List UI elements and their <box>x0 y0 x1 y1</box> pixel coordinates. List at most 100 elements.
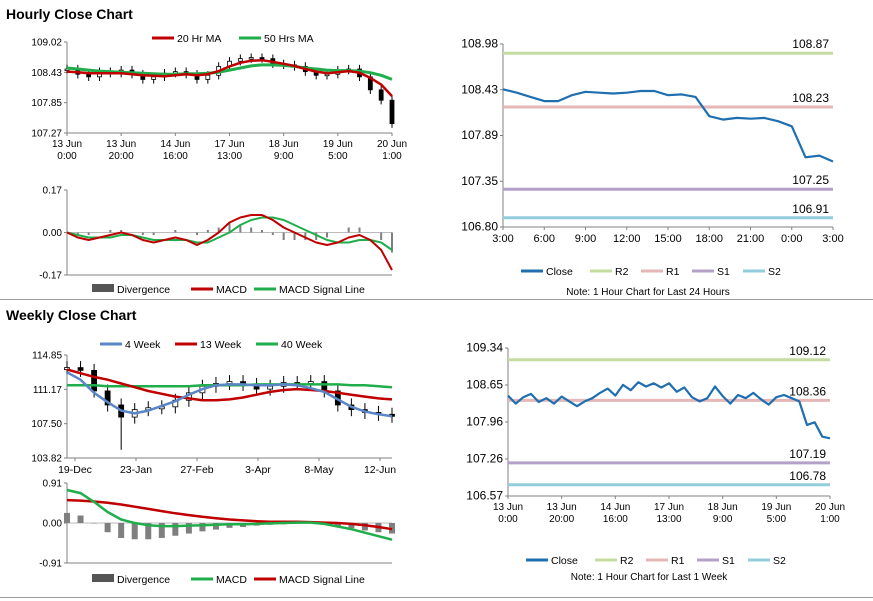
weekly-levels-x-tick-label: 18 Jun <box>708 502 738 513</box>
weekly-price-x-tick-label: 27-Feb <box>180 464 213 476</box>
hourly-levels-r1-label: 108.23 <box>792 91 829 105</box>
weekly-macd-divergence-bar <box>212 523 219 530</box>
weekly-price-y-tick-label: 103.82 <box>31 454 62 465</box>
weekly-price-y-tick-label: 107.50 <box>31 419 62 430</box>
weekly-levels-y-tick-label: 107.96 <box>466 415 503 429</box>
hourly-macd-y-tick-label: -0.17 <box>39 271 62 282</box>
hourly-levels-legend-label: R2 <box>615 266 629 278</box>
weekly-price-y-tick-label: 111.17 <box>33 385 63 396</box>
weekly-price-x-tick-label: 12-Jun <box>364 464 396 476</box>
hourly-levels-x-tick-label: 3:00 <box>492 233 513 245</box>
hourly-levels-x-tick-label: 6:00 <box>534 233 555 245</box>
hourly-price-20hr-ma-line <box>66 58 393 97</box>
hourly-levels-x-tick-label: 21:00 <box>737 233 765 245</box>
weekly-macd-signal-line <box>66 498 393 531</box>
hourly-macd-divergence-bar <box>391 232 393 253</box>
hourly-price-x-tick-label: 0:00 <box>57 151 77 162</box>
weekly-levels-x-tick-label: 20:00 <box>549 514 574 525</box>
weekly-levels-x-tick-label: 9:00 <box>713 514 733 525</box>
hourly-macd-divergence-bar <box>358 227 361 233</box>
hourly-macd-divergence-bar <box>239 225 242 233</box>
hourly-levels-y-tick-label: 108.98 <box>461 37 498 51</box>
weekly-levels-legend-label: S1 <box>722 555 735 567</box>
hourly-levels-close-line <box>502 88 834 163</box>
hourly-macd-divergence-bar <box>120 230 123 233</box>
weekly-macd-divergence-bar <box>104 523 111 533</box>
hourly-price-x-tick-label: 19 Jun <box>323 139 353 150</box>
hourly-price-x-tick-label: 1:00 <box>382 151 402 162</box>
weekly-levels-legend-label: R2 <box>620 555 634 567</box>
weekly-price-candle-body <box>104 390 111 406</box>
weekly-price-y-tick-label: 114.85 <box>32 351 62 362</box>
hourly-macd-divergence-bar <box>380 232 383 240</box>
hourly-levels-legend-label: S2 <box>768 266 781 278</box>
weekly-price-4week-line <box>66 371 393 418</box>
weekly-price-legend-label: 13 Week <box>200 339 242 351</box>
weekly-price-x-tick-label: 19-Dec <box>58 464 92 476</box>
hourly-price-x-tick-label: 14 Jun <box>160 139 190 150</box>
hourly-price-candle-body <box>151 76 157 80</box>
weekly-price-legend-label: 40 Week <box>281 339 323 351</box>
hourly-section-title: Hourly Close Chart <box>6 6 133 22</box>
hourly-macd-divergence-bar <box>76 232 79 235</box>
hourly-macd-divergence-bar <box>228 222 231 233</box>
weekly-price-candle-body <box>91 370 97 392</box>
hourly-price-x-tick-label: 9:00 <box>274 151 294 162</box>
hourly-macd-macd-line <box>66 214 393 271</box>
hourly-price-candle-body <box>237 58 243 62</box>
weekly-macd-legend-label: MACD Signal Line <box>279 574 365 586</box>
weekly-macd-divergence-bar <box>185 523 192 534</box>
weekly-levels-legend-label: Close <box>551 555 578 567</box>
hourly-price-legend-label: 20 Hr MA <box>177 33 221 45</box>
weekly-macd-divergence-bar <box>348 523 355 529</box>
hourly-macd-divergence-bar <box>250 227 253 233</box>
hourly-macd-divergence-bar <box>196 232 198 235</box>
hourly-levels-x-tick-label: 15:00 <box>654 233 682 245</box>
hourly-levels-note: Note: 1 Hour Chart for Last 24 Hours <box>566 287 729 298</box>
hourly-macd-divergence-bar <box>271 232 274 235</box>
hourly-macd-divergence-bar <box>304 232 307 240</box>
section-divider-middle <box>0 299 873 300</box>
weekly-price-x-tick-label: 23-Jan <box>120 464 152 476</box>
hourly-price-candle-body <box>248 57 254 60</box>
weekly-macd-y-tick-label: -0.91 <box>39 559 62 570</box>
hourly-levels-legend-label: Close <box>546 266 573 278</box>
hourly-levels-x-tick-label: 18:00 <box>695 233 723 245</box>
weekly-levels-y-tick-label: 108.65 <box>466 378 503 392</box>
hourly-macd-legend-swatch <box>92 284 114 292</box>
hourly-price-x-tick-label: 16:00 <box>163 151 188 162</box>
weekly-levels-x-tick-label: 13:00 <box>656 514 681 525</box>
weekly-macd-macd-line <box>66 488 393 541</box>
hourly-macd-divergence-bar <box>206 230 209 233</box>
weekly-levels-legend-label: R1 <box>671 555 685 567</box>
hourly-macd-divergence-bar <box>152 232 155 235</box>
hourly-levels-legend-label: R1 <box>666 266 680 278</box>
weekly-levels-y-tick-label: 107.26 <box>466 452 503 466</box>
hourly-price-legend-label: 50 Hrs MA <box>264 33 314 45</box>
hourly-price-x-tick-label: 13 Jun <box>106 139 136 150</box>
weekly-macd-divergence-bar <box>131 523 138 540</box>
weekly-price-x-tick-label: 3-Apr <box>245 464 271 476</box>
hourly-levels-y-tick-label: 107.89 <box>461 128 498 142</box>
weekly-levels-x-tick-label: 5:00 <box>767 514 787 525</box>
hourly-macd-y-tick-label: 0.17 <box>43 186 63 197</box>
hourly-price-y-tick-label: 109.02 <box>31 38 62 49</box>
hourly-levels-legend-label: S1 <box>717 266 730 278</box>
hourly-price-y-tick-label: 107.27 <box>31 129 62 140</box>
weekly-macd-legend-swatch <box>92 574 114 582</box>
hourly-levels-s1-label: 107.25 <box>792 173 829 187</box>
hourly-macd-divergence-bar <box>87 232 90 235</box>
hourly-price-x-tick-label: 13:00 <box>217 151 242 162</box>
weekly-levels-x-tick-label: 1:00 <box>820 514 840 525</box>
hourly-price-x-tick-label: 17 Jun <box>214 139 244 150</box>
weekly-price-legend-label: 4 Week <box>125 339 161 351</box>
hourly-levels-y-tick-label: 108.43 <box>461 82 498 96</box>
hourly-macd-divergence-bar <box>293 232 296 240</box>
hourly-price-candle-body <box>324 73 330 77</box>
hourly-price-y-tick-label: 108.43 <box>31 68 62 79</box>
weekly-levels-r2-label: 109.12 <box>789 344 826 358</box>
hourly-price-y-tick-label: 107.85 <box>31 98 62 109</box>
hourly-levels-x-tick-label: 3:00 <box>822 233 843 245</box>
hourly-macd-divergence-bar <box>217 227 220 233</box>
hourly-macd-legend-label: MACD Signal Line <box>279 284 365 296</box>
